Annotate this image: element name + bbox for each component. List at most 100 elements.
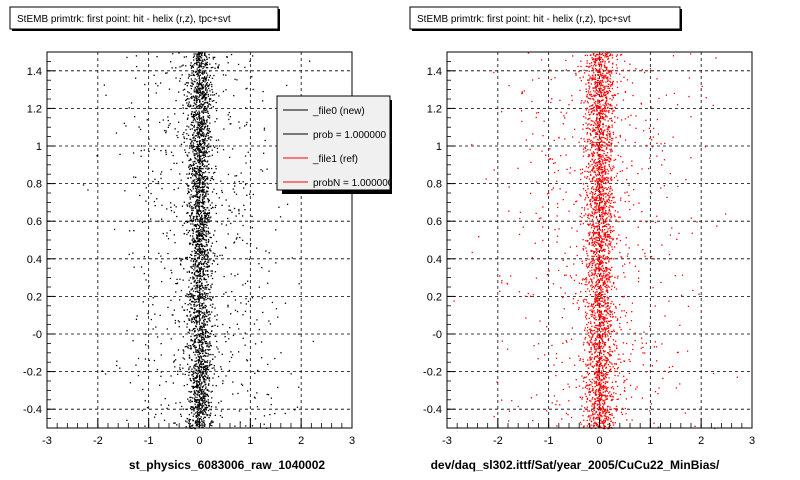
- data-point: [239, 421, 241, 423]
- data-point: [201, 140, 204, 142]
- data-point: [274, 412, 276, 415]
- data-point: [203, 299, 205, 301]
- data-point: [192, 382, 195, 384]
- data-point: [165, 151, 167, 153]
- data-point: [211, 330, 213, 332]
- data-point: [192, 244, 194, 246]
- data-point: [595, 196, 598, 198]
- data-point: [604, 428, 606, 430]
- data-point: [198, 71, 200, 73]
- data-point: [611, 94, 613, 97]
- data-point: [640, 347, 642, 349]
- data-point: [591, 242, 593, 244]
- data-point: [199, 91, 201, 94]
- data-point: [603, 353, 605, 356]
- data-point: [197, 160, 199, 162]
- data-point: [566, 341, 568, 343]
- data-point: [197, 249, 199, 251]
- data-point: [197, 415, 199, 417]
- data-point: [661, 343, 663, 345]
- data-point: [202, 172, 204, 174]
- data-point: [207, 375, 209, 377]
- data-point: [190, 62, 192, 64]
- data-point: [605, 91, 607, 94]
- data-point: [592, 223, 594, 226]
- data-point: [593, 129, 595, 131]
- data-point: [623, 272, 625, 274]
- data-point: [194, 170, 196, 172]
- data-point: [182, 408, 184, 410]
- data-point: [597, 141, 599, 144]
- data-point: [207, 342, 209, 344]
- data-point: [209, 297, 211, 299]
- data-point: [214, 206, 216, 209]
- data-point: [195, 183, 197, 185]
- data-point: [210, 250, 212, 252]
- data-point: [635, 127, 637, 129]
- data-point: [612, 398, 614, 401]
- data-point: [589, 339, 591, 342]
- data-point: [198, 310, 200, 312]
- data-point: [597, 242, 599, 245]
- data-point: [209, 344, 211, 346]
- data-point: [247, 280, 249, 282]
- data-point: [594, 192, 597, 195]
- data-point: [152, 170, 154, 172]
- data-point: [588, 281, 590, 283]
- data-point: [196, 171, 198, 173]
- data-point: [200, 240, 203, 242]
- data-point: [604, 66, 606, 68]
- data-point: [607, 277, 609, 279]
- data-point: [227, 62, 229, 64]
- data-point: [195, 370, 197, 372]
- data-point: [612, 282, 615, 284]
- data-point: [620, 329, 622, 331]
- data-point: [597, 142, 600, 144]
- data-point: [208, 221, 210, 223]
- data-point: [196, 117, 198, 119]
- data-point: [198, 404, 200, 406]
- data-point: [192, 237, 194, 239]
- data-point: [204, 304, 206, 307]
- data-point: [597, 124, 599, 127]
- data-point: [610, 214, 612, 216]
- data-point: [601, 238, 604, 241]
- data-point: [202, 395, 204, 398]
- data-point: [594, 75, 597, 77]
- data-point: [601, 160, 603, 163]
- data-point: [217, 139, 220, 141]
- x-tick-label: 2: [298, 435, 304, 447]
- data-point: [251, 215, 253, 218]
- data-point: [205, 250, 207, 252]
- data-point: [628, 194, 630, 197]
- data-point: [608, 286, 610, 288]
- data-point: [199, 270, 201, 272]
- data-point: [600, 94, 603, 96]
- data-point: [208, 85, 210, 87]
- data-point: [198, 96, 200, 98]
- data-point: [204, 99, 206, 101]
- data-point: [225, 74, 227, 76]
- data-point: [594, 413, 596, 415]
- data-point: [197, 144, 199, 146]
- data-point: [185, 65, 187, 67]
- data-point: [573, 263, 575, 265]
- data-point: [215, 212, 217, 215]
- data-point: [200, 64, 202, 66]
- data-point: [284, 302, 287, 304]
- data-point: [215, 139, 218, 141]
- data-point: [270, 397, 272, 399]
- data-point: [596, 107, 598, 109]
- data-point: [207, 389, 209, 391]
- data-point: [195, 271, 197, 273]
- data-point: [596, 57, 598, 60]
- data-point: [200, 221, 202, 223]
- data-point: [126, 330, 128, 332]
- data-point: [208, 378, 210, 380]
- data-point: [185, 99, 187, 101]
- data-point: [191, 288, 193, 290]
- data-point: [204, 274, 206, 276]
- data-point: [194, 400, 197, 402]
- data-point: [204, 108, 206, 110]
- data-point: [605, 306, 607, 308]
